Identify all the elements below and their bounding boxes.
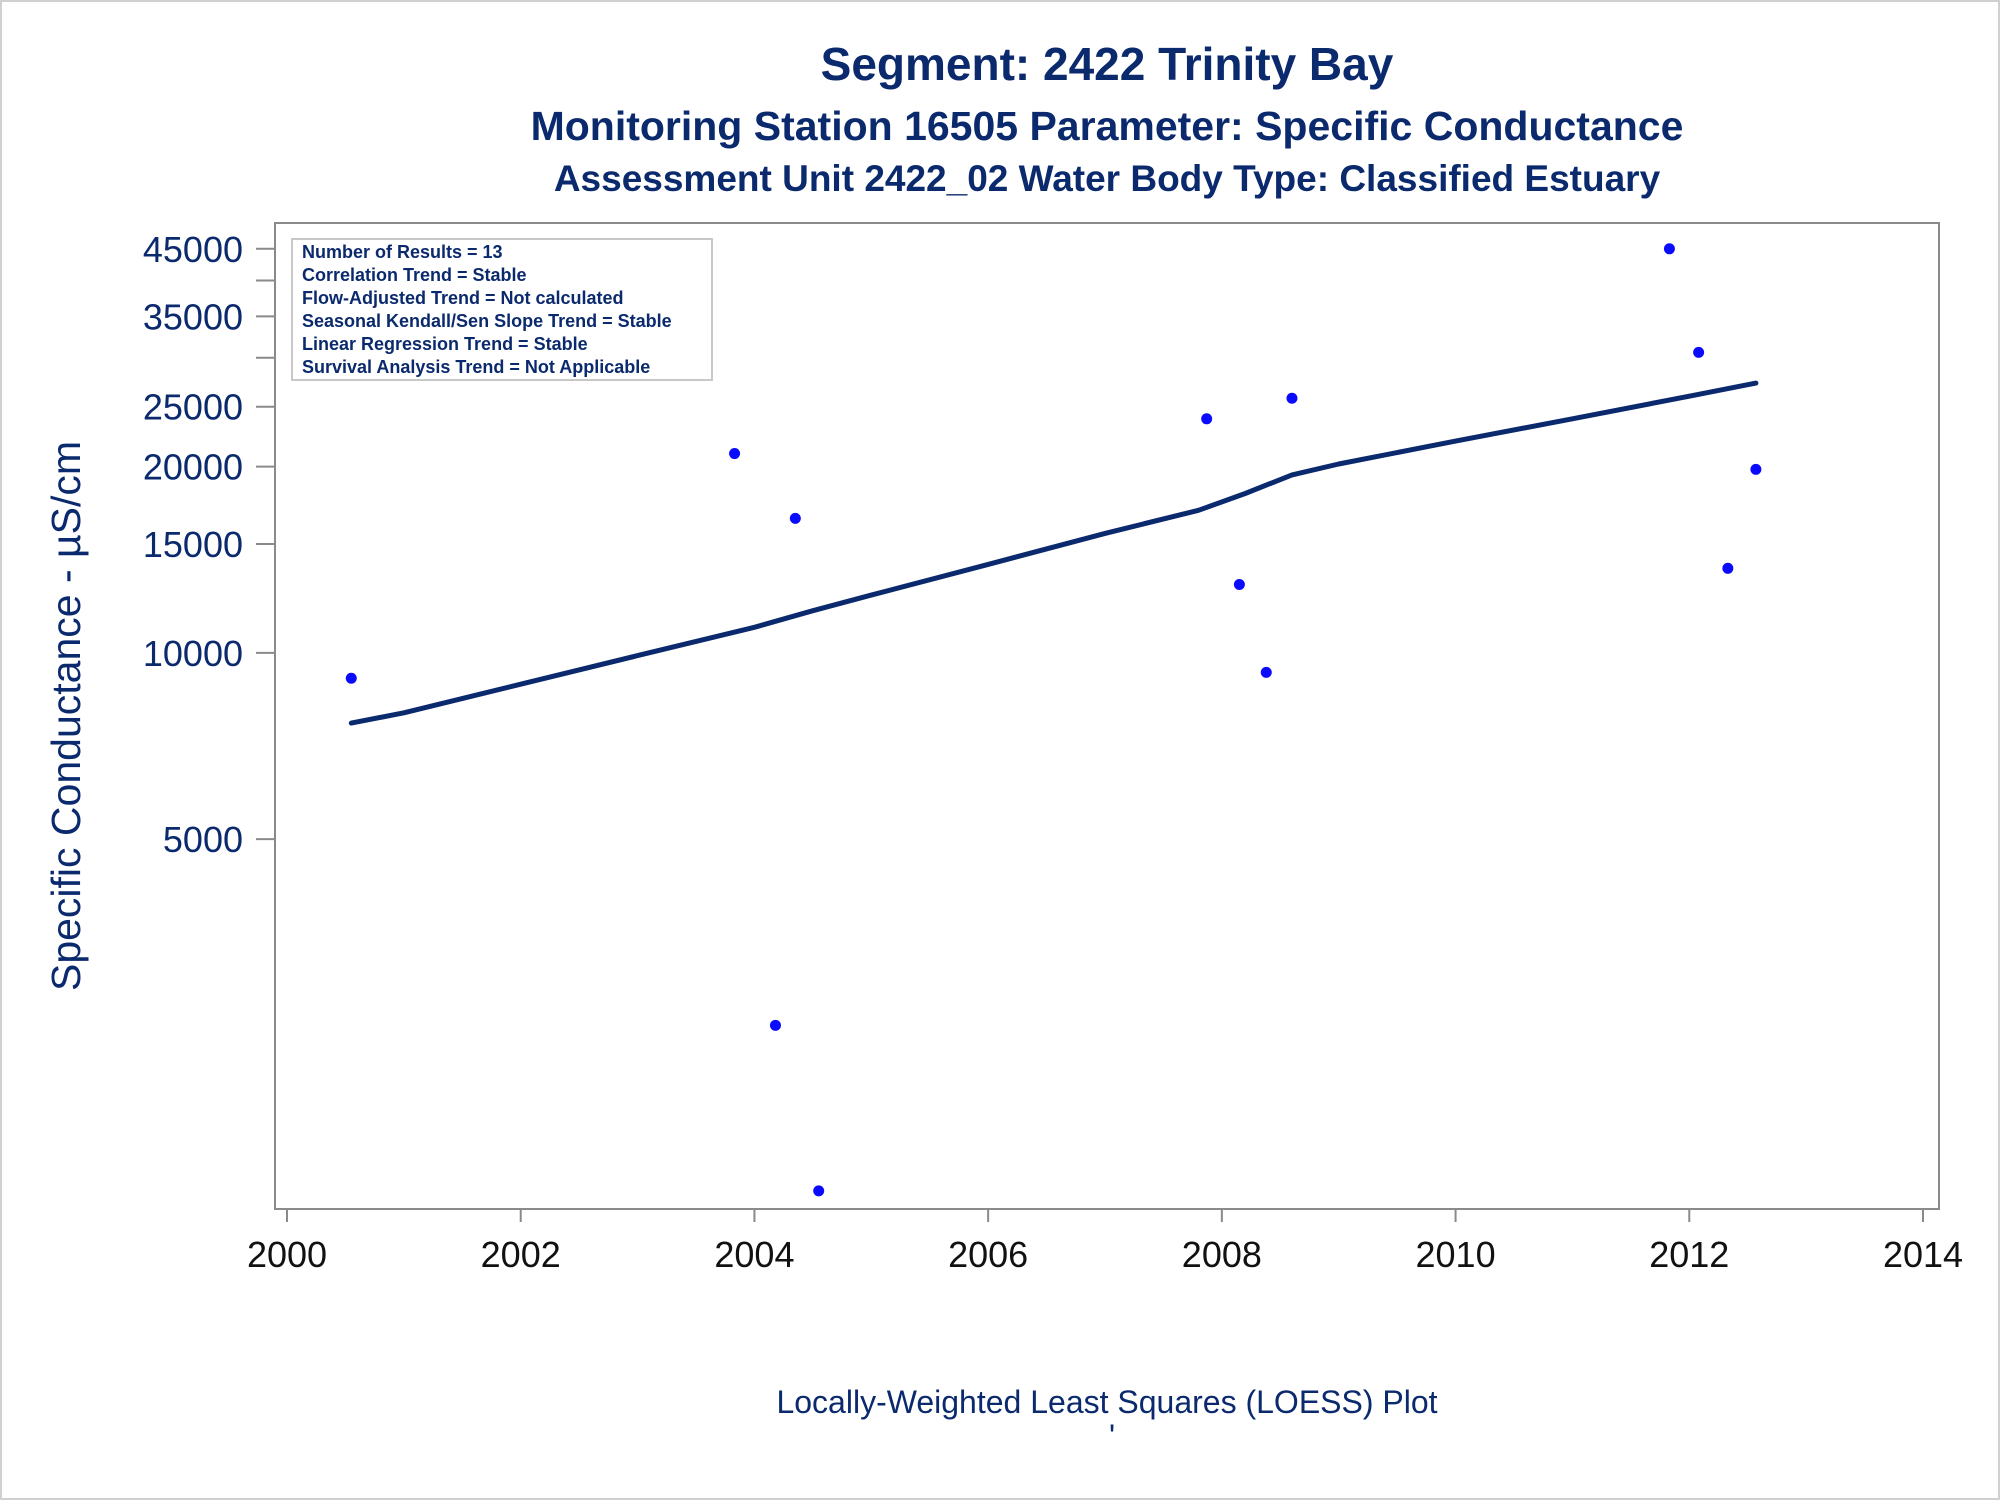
x-tick-label: 2002 <box>481 1234 561 1275</box>
data-point <box>789 512 801 524</box>
chart-subtitle-2: Assessment Unit 2422_02 Water Body Type:… <box>554 158 1661 199</box>
data-point <box>345 672 357 684</box>
y-axis: 5000 10000 15000 20000 25000 35000 45000 <box>143 229 275 860</box>
y-tick-label: 10000 <box>143 633 243 674</box>
y-tick-label: 35000 <box>143 296 243 337</box>
data-point <box>769 1019 781 1031</box>
legend-inset: Number of Results = 13 Correlation Trend… <box>291 238 713 381</box>
footnote-mark: ' <box>1109 1418 1115 1454</box>
x-tick-label: 2008 <box>1182 1234 1262 1275</box>
plot-area <box>274 222 1940 1210</box>
data-point <box>1722 562 1734 574</box>
x-tick-label: 2004 <box>714 1234 794 1275</box>
data-point <box>1260 666 1272 678</box>
inset-line-seasonal-kendall: Seasonal Kendall/Sen Slope Trend = Stabl… <box>302 311 672 331</box>
data-point <box>1693 346 1705 358</box>
x-tick-label: 2012 <box>1649 1234 1729 1275</box>
data-point <box>729 448 741 460</box>
y-tick-label: 20000 <box>143 447 243 488</box>
data-point <box>813 1185 825 1197</box>
data-point <box>1663 243 1675 255</box>
data-point <box>1201 413 1213 425</box>
chart-subtitle: Monitoring Station 16505 Parameter: Spec… <box>531 103 1684 149</box>
series-layer <box>345 243 1762 1197</box>
inset-box <box>291 238 713 381</box>
inset-line-flow-adjusted: Flow-Adjusted Trend = Not calculated <box>302 288 624 308</box>
footnote: Locally-Weighted Least Squares (LOESS) P… <box>776 1384 1437 1420</box>
data-point <box>1233 578 1245 590</box>
loess-line <box>348 380 1759 726</box>
y-axis-label: Specific Conductance - µS/cm <box>43 441 89 991</box>
x-tick-label: 2010 <box>1416 1234 1496 1275</box>
inset-line-results: Number of Results = 13 <box>302 242 503 262</box>
data-point <box>1750 463 1762 475</box>
y-tick-label: 15000 <box>143 524 243 565</box>
inset-line-survival: Survival Analysis Trend = Not Applicable <box>302 357 650 377</box>
y-tick-label: 45000 <box>143 229 243 270</box>
inset-line-linear-regression: Linear Regression Trend = Stable <box>302 334 588 354</box>
x-axis: 2000 2002 2004 2006 2008 2010 2012 2014 <box>247 1209 1963 1275</box>
x-tick-label: 2006 <box>948 1234 1028 1275</box>
x-tick-label: 2014 <box>1883 1234 1963 1275</box>
y-tick-label: 25000 <box>143 387 243 428</box>
inset-line-correlation: Correlation Trend = Stable <box>302 265 527 285</box>
chart-title: Segment: 2422 Trinity Bay <box>821 38 1394 90</box>
x-tick-label: 2000 <box>247 1234 327 1275</box>
data-point <box>1286 392 1298 404</box>
y-tick-label: 5000 <box>163 819 243 860</box>
